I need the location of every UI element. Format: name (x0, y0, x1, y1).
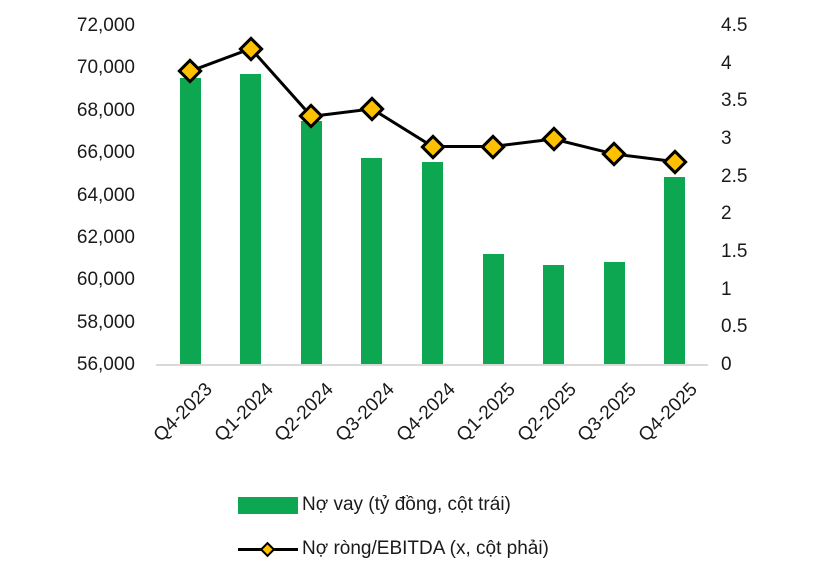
right-axis-tick-label: 2 (721, 203, 732, 225)
legend-item-line: Nợ ròng/EBITDA (x, cột phải) (238, 538, 549, 560)
bar-Q2-2024 (300, 121, 322, 365)
legend-bar-label: Nợ vay (tỷ đồng, cột trái) (302, 494, 511, 515)
diamond-marker-Q3-2025 (601, 141, 627, 167)
legend-item-bar: Nợ vay (tỷ đồng, cột trái) (238, 494, 511, 516)
right-axis-tick-label: 2.5 (721, 165, 748, 187)
x-axis-label-Q4-2025: Q4-2025 (634, 379, 702, 447)
diamond-marker-Q3-2024 (359, 96, 385, 122)
diamond-marker-Q1-2024 (238, 35, 264, 62)
diamond-marker-Q1-2025 (480, 133, 506, 160)
diamond-marker-Q4-2024 (419, 133, 446, 160)
diamond-marker-Q2-2025 (540, 126, 567, 152)
legend-line-label: Nợ ròng/EBITDA (x, cột phải) (302, 538, 549, 559)
x-axis-label-Q4-2024: Q4-2024 (392, 379, 460, 447)
x-axis-line (156, 364, 708, 366)
bar-Q1-2024 (240, 73, 262, 365)
left-axis-tick-label: 60,000 (76, 269, 135, 291)
x-axis-label-Q2-2025: Q2-2025 (513, 379, 581, 447)
right-axis-tick-label: 3.5 (721, 90, 748, 112)
x-axis-label-Q3-2025: Q3-2025 (573, 379, 642, 447)
bar-Q4-2025 (664, 177, 686, 365)
left-axis-tick-label: 66,000 (76, 142, 135, 164)
left-axis-tick-label: 70,000 (76, 57, 135, 79)
bar-Q4-2024 (422, 161, 443, 365)
x-axis-label-Q1-2025: Q1-2025 (452, 379, 520, 447)
right-axis-tick-label: 1 (721, 278, 732, 300)
left-axis-tick-label: 56,000 (76, 354, 135, 375)
x-axis-label-Q2-2024: Q2-2024 (271, 379, 339, 447)
bar-Q3-2024 (361, 158, 383, 365)
bar-Q2-2025 (543, 265, 565, 365)
diamond-marker-Q4-2025 (661, 148, 688, 175)
left-axis-tick-label: 64,000 (76, 184, 135, 206)
left-axis-tick-label: 62,000 (76, 226, 135, 248)
left-axis-tick-label: 72,000 (76, 15, 135, 36)
legend-line-swatch (238, 541, 298, 558)
x-axis-label-Q3-2024: Q3-2024 (331, 379, 399, 447)
right-axis-tick-label: 4 (721, 52, 732, 74)
x-axis-label-Q1-2024: Q1-2024 (210, 379, 278, 447)
legend-diamond-icon (259, 541, 276, 557)
bar-Q3-2025 (603, 262, 625, 365)
right-axis-tick-label: 4.5 (721, 15, 748, 36)
legend-bar-swatch (238, 496, 298, 514)
bar-Q4-2023 (179, 77, 201, 365)
right-axis-tick-label: 1.5 (721, 241, 748, 262)
bar-Q1-2025 (482, 253, 504, 365)
right-axis-tick-label: 0 (721, 354, 732, 375)
right-axis-tick-label: 3 (721, 128, 732, 149)
right-axis-tick-label: 0.5 (721, 316, 748, 338)
left-axis-tick-label: 58,000 (76, 311, 135, 333)
x-axis-label-Q4-2023: Q4-2023 (149, 379, 218, 447)
left-axis-tick-label: 68,000 (76, 99, 135, 121)
